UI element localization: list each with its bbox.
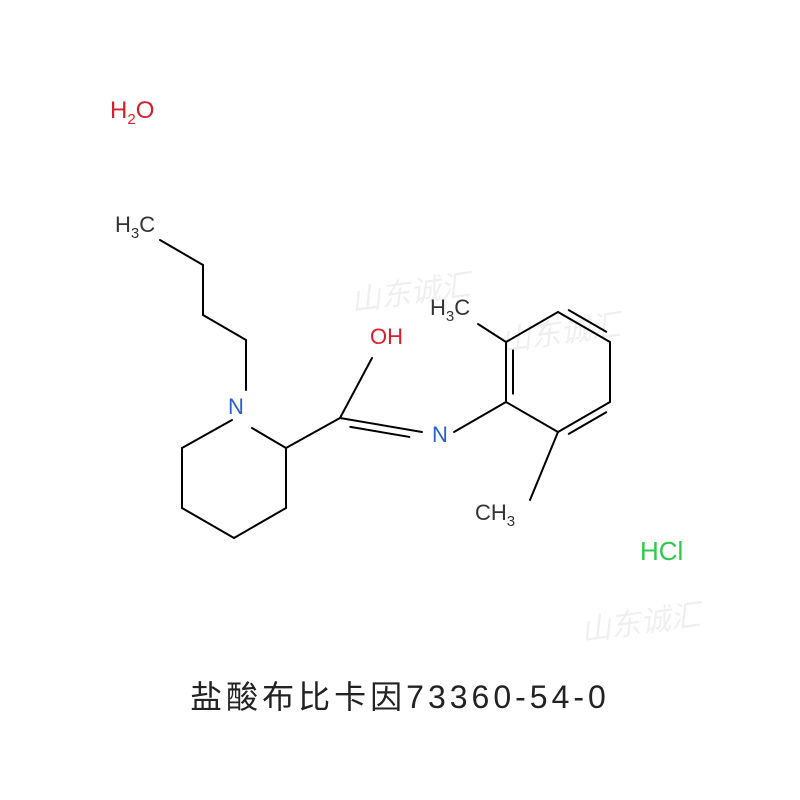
hcl-label: HCl [640,536,683,566]
caption-text: 盐酸布比卡因73360-54-0 [190,679,610,715]
methyl-label-lower: CH3 [475,500,515,530]
nitrogen-amide: N [432,422,448,447]
h2o-label: H2O [110,97,154,128]
methyl-label-chain: H3C [115,212,155,242]
methyl-label-upper: H3C [430,295,470,325]
compound-caption: 盐酸布比卡因73360-54-0 [0,672,800,718]
hydroxyl-label: OH [370,324,403,349]
nitrogen-piperidine: N [228,394,244,419]
